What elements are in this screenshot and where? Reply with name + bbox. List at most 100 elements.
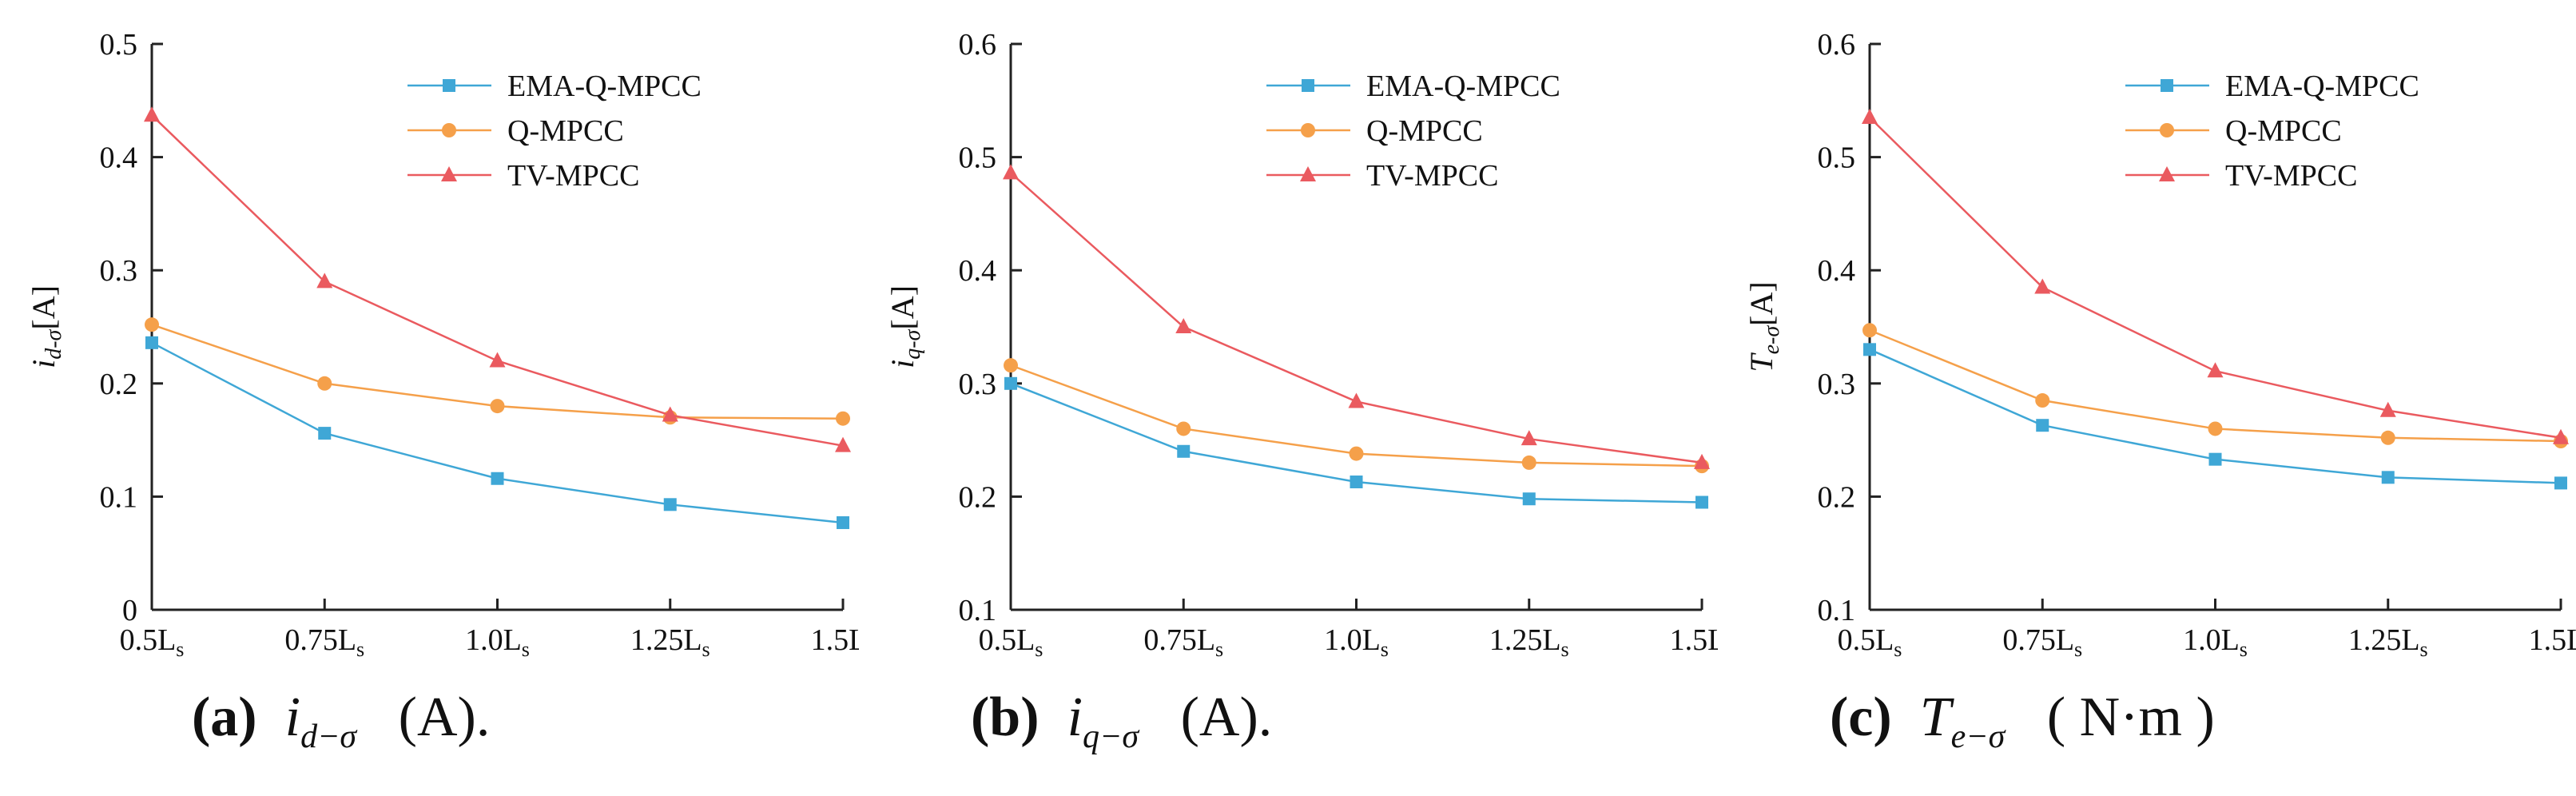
marker-square (1863, 343, 1876, 356)
y-tick-label: 0.6 (1818, 28, 1856, 62)
marker-triangle (662, 406, 678, 422)
marker-square (1695, 496, 1708, 509)
caption-symbol: i (1067, 687, 1083, 748)
y-tick-label: 0.2 (100, 368, 138, 401)
chart-panel-a: 0 0.1 0.2 0.3 0.4 0.5 0.5Ls 0.75Ls 1.0Ls 1.25Ls 1.… (26, 28, 859, 661)
series-line-ema (151, 341, 844, 524)
y-tick-label: 0.4 (100, 141, 138, 175)
marker-circle (1176, 421, 1191, 436)
x-tick-subscript: s (1215, 638, 1223, 661)
marker-triangle (1521, 430, 1537, 446)
y-tick-label: 0.5 (1818, 141, 1856, 175)
x-tick-label: 1.5Ls (2529, 623, 2576, 661)
x-tick-label: 1.25Ls (1489, 623, 1569, 661)
marker-circle (2035, 393, 2050, 408)
caption-symbol: T (1919, 687, 1951, 748)
x-tick-label: 1.5Ls (811, 623, 859, 661)
caption-unit: ( N·m ) (2046, 687, 2215, 748)
legend-label: EMA-Q-MPCC (507, 70, 702, 103)
caption-subscript: e−σ (1950, 718, 2006, 755)
y-axis-label: id-σ[A] (26, 285, 66, 368)
marker-circle (145, 317, 159, 332)
x-tick-label: 1.25Ls (2348, 623, 2428, 661)
y-axis-label: iq-σ[A] (885, 285, 925, 368)
y-tick-label: 0.2 (1818, 480, 1856, 514)
marker-triangle (1348, 392, 1365, 408)
x-tick-subscript: s (1561, 638, 1569, 661)
y-tick-label: 0.1 (959, 594, 997, 627)
x-tick-label: 1.5Ls (1670, 623, 1718, 661)
x-tick-subscript: s (1894, 638, 1902, 661)
caption-unit: (A). (1180, 687, 1273, 748)
marker-triangle (2379, 401, 2396, 417)
legend-label: Q-MPCC (507, 114, 624, 148)
x-tick-label: 1.25Ls (630, 623, 710, 661)
caption-unit: (A). (398, 687, 491, 748)
x-tick-subscript: s (176, 638, 184, 661)
marker-triangle (489, 352, 506, 368)
x-tick-subscript: s (522, 638, 530, 661)
y-tick-label: 0.4 (1818, 254, 1856, 288)
y-tick-label: 0.1 (1818, 594, 1856, 627)
marker-circle (317, 376, 332, 391)
marker-square (145, 336, 158, 349)
y-axis-label: Te-σ[A] (1743, 281, 1784, 372)
marker-square (2161, 79, 2173, 92)
marker-circle (2160, 123, 2174, 137)
y-tick-label: 0.3 (1818, 368, 1856, 401)
x-tick-label: 0.5Ls (1838, 623, 1902, 661)
marker-triangle (2034, 278, 2051, 294)
caption-subscript: q−σ (1083, 718, 1139, 755)
marker-triangle (144, 106, 160, 122)
legend-label: TV-MPCC (2225, 159, 2357, 193)
legend-label: Q-MPCC (2225, 114, 2342, 148)
caption-label: (b) (971, 687, 1040, 748)
y-tick-label: 0.3 (959, 368, 997, 401)
marker-triangle (316, 273, 333, 289)
x-tick-label: 0.75Ls (1143, 623, 1223, 661)
marker-circle (490, 399, 505, 414)
marker-circle (1301, 123, 1315, 137)
y-tick-label: 0.1 (100, 480, 138, 514)
marker-square (1302, 79, 1314, 92)
marker-square (2036, 419, 2049, 432)
y-tick-label: 0.6 (959, 28, 997, 62)
x-tick-subscript: s (2240, 638, 2248, 661)
series-line-tv (1010, 172, 1703, 464)
caption-label: (c) (1830, 687, 1892, 748)
marker-square (1522, 492, 1536, 506)
x-tick-subscript: s (702, 638, 710, 661)
marker-square (837, 515, 849, 529)
x-tick-label: 0.75Ls (284, 623, 364, 661)
chart-panel-b: 0.1 0.2 0.3 0.4 0.5 0.6 0.5Ls 0.75Ls 1.0Ls 1.25Ls… (885, 28, 1718, 661)
marker-triangle (1300, 166, 1316, 181)
legend-label: Q-MPCC (1366, 114, 1483, 148)
marker-square (1004, 376, 1017, 390)
marker-triangle (2553, 428, 2569, 444)
x-tick-label: 0.75Ls (2002, 623, 2082, 661)
caption-symbol: i (284, 687, 301, 748)
marker-triangle (2159, 166, 2175, 181)
x-tick-subscript: s (1381, 638, 1389, 661)
marker-square (2381, 471, 2395, 484)
marker-triangle (835, 436, 851, 452)
marker-triangle (1862, 109, 1878, 125)
caption-b: (b) iq−σ (A). (971, 686, 1272, 756)
x-tick-label: 0.5Ls (979, 623, 1044, 661)
caption-a: (a) id−σ (A). (192, 686, 490, 756)
marker-triangle (2207, 362, 2224, 378)
chart-panel-c: 0.1 0.2 0.3 0.4 0.5 0.6 0.5Ls 0.75Ls 1.0Ls 1.25Ls… (1743, 28, 2576, 661)
marker-circle (1004, 358, 1018, 373)
legend-label: EMA-Q-MPCC (1366, 70, 1560, 103)
marker-circle (2208, 421, 2223, 436)
x-tick-label: 1.0Ls (2183, 623, 2248, 661)
y-tick-label: 0.4 (959, 254, 997, 288)
caption-label: (a) (192, 687, 257, 748)
marker-square (1177, 444, 1191, 458)
x-tick-label: 1.0Ls (1324, 623, 1389, 661)
marker-square (318, 427, 332, 440)
marker-triangle (1003, 164, 1019, 180)
marker-square (2208, 452, 2222, 466)
x-tick-subscript: s (1035, 638, 1043, 661)
x-tick-label: 0.5Ls (120, 623, 185, 661)
